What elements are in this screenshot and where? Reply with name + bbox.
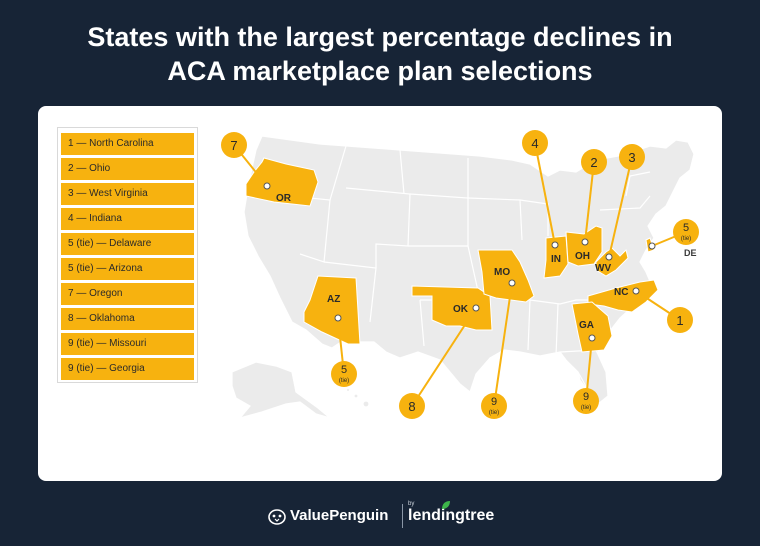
point-nc (632, 287, 640, 295)
point-wv (605, 253, 613, 261)
georgia-shape (571, 301, 613, 353)
rank-bubble-ga: 9 (tie) (573, 388, 599, 414)
state-label-de: DE (684, 248, 697, 258)
point-oh (581, 238, 589, 246)
rank-bubble-oh: 2 (581, 149, 607, 175)
leader-line-oh (584, 161, 595, 243)
rank-value: 3 (628, 150, 635, 165)
rank-value: 5 (683, 222, 689, 234)
title-line-1: States with the largest percentage decli… (87, 22, 673, 52)
rank-value: 1 (676, 313, 683, 328)
legend-item: 1 — North Carolina (61, 133, 194, 155)
state-label-in: IN (551, 254, 561, 265)
leader-line-ok (411, 307, 477, 407)
legend-item: 3 — West Virginia (61, 183, 194, 205)
legend-item: 7 — Oregon (61, 283, 194, 305)
state-label-oh: OH (575, 251, 590, 262)
oklahoma-shape (411, 285, 493, 331)
legend-item: 4 — Indiana (61, 208, 194, 230)
rank-tie: (tie) (339, 378, 349, 384)
highlighted-states (245, 157, 659, 353)
by-label: by (408, 501, 415, 507)
rank-tie: (tie) (681, 236, 691, 242)
rank-value: 2 (590, 155, 597, 170)
legend-item: 9 (tie) — Georgia (61, 358, 194, 380)
rank-bubble-ok: 8 (399, 393, 425, 419)
logo-divider (402, 504, 403, 528)
rank-bubble-in: 4 (522, 130, 548, 156)
rank-value: 5 (341, 364, 347, 376)
state-label-ga: GA (579, 320, 594, 331)
point-az (334, 314, 342, 322)
lendingtree-logo: lendingtree (408, 507, 495, 524)
point-or (263, 182, 271, 190)
leaf-icon (442, 501, 450, 509)
rank-bubble-de: 5 (tie) (673, 219, 699, 245)
state-labels: OR AZ OK MO IN OH WV NC GA DE (276, 193, 697, 331)
rank-value: 8 (408, 399, 415, 414)
title-line-2: ACA marketplace plan selections (167, 56, 593, 86)
state-label-nc: NC (614, 287, 628, 298)
rank-value: 9 (583, 391, 589, 403)
state-label-az: AZ (327, 294, 340, 305)
rank-bubble-wv: 3 (619, 144, 645, 170)
point-in (551, 241, 559, 249)
point-de (648, 242, 656, 250)
penguin-icon (268, 509, 286, 525)
ohio-shape (565, 225, 603, 267)
rank-tie: (tie) (581, 405, 591, 411)
oregon-shape (245, 157, 319, 207)
page-title: States with the largest percentage decli… (0, 20, 760, 88)
missouri-shape (477, 249, 535, 303)
ranking-legend: 1 — North Carolina 2 — Ohio 3 — West Vir… (57, 127, 198, 383)
rank-bubble-nc: 1 (667, 307, 693, 333)
legend-item: 8 — Oklahoma (61, 308, 194, 330)
state-label-mo: MO (494, 267, 510, 278)
north-carolina-shape (587, 279, 659, 313)
state-label-ok: OK (453, 304, 469, 315)
leader-line-wv (608, 156, 633, 258)
rank-value: 7 (230, 138, 237, 153)
brand-footer: ValuePenguin by lendingtree (0, 500, 760, 532)
rank-value: 9 (491, 396, 497, 408)
rank-tie: (tie) (489, 410, 499, 416)
rank-bubble-mo: 9 (tie) (481, 393, 507, 419)
state-points (263, 182, 656, 342)
leader-line-in (534, 142, 556, 246)
arizona-shape (303, 275, 361, 345)
leader-line-mo (493, 282, 513, 407)
valuepenguin-logo: ValuePenguin (290, 507, 389, 524)
rank-bubble-az: 5 (tie) (331, 361, 357, 387)
legend-item: 5 (tie) — Delaware (61, 233, 194, 255)
legend-item: 5 (tie) — Arizona (61, 258, 194, 280)
point-ok (472, 304, 480, 312)
rank-bubble-or: 7 (221, 132, 247, 158)
state-label-or: OR (276, 193, 292, 204)
legend-item: 9 (tie) — Missouri (61, 333, 194, 355)
point-mo (508, 279, 516, 287)
point-ga (588, 334, 596, 342)
state-label-wv: WV (595, 263, 611, 274)
rank-bubbles: 1 2 3 4 5 (tie) 5 (tie) 7 8 (221, 130, 699, 419)
legend-item: 2 — Ohio (61, 158, 194, 180)
west-virginia-shape (595, 247, 629, 277)
rank-value: 4 (531, 136, 538, 151)
